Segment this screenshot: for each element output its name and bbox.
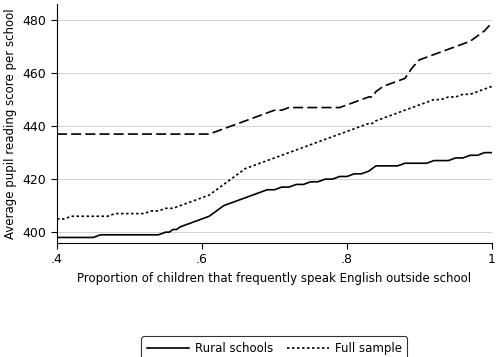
Full sample <box>141 211 147 216</box>
X-axis label: Proportion of children that frequently speak English outside school: Proportion of children that frequently s… <box>78 272 471 285</box>
Rural schools <box>482 151 488 155</box>
Rural schools <box>54 235 60 240</box>
Rural schools <box>489 151 495 155</box>
Y-axis label: Average pupil reading score per school: Average pupil reading score per school <box>4 8 17 239</box>
Urban schools <box>141 132 147 136</box>
Line: Urban schools: Urban schools <box>57 23 492 134</box>
Urban schools <box>170 132 176 136</box>
Full sample <box>482 87 488 91</box>
Line: Full sample: Full sample <box>57 86 492 219</box>
Full sample <box>322 137 328 141</box>
Urban schools <box>54 132 60 136</box>
Full sample <box>90 214 96 218</box>
Urban schools <box>482 29 488 33</box>
Rural schools <box>264 187 270 192</box>
Rural schools <box>336 174 342 178</box>
Full sample <box>170 206 176 210</box>
Legend: Rural schools, Urban schools, Full sample: Rural schools, Urban schools, Full sampl… <box>142 336 408 357</box>
Urban schools <box>322 105 328 110</box>
Urban schools <box>431 52 437 57</box>
Rural schools <box>330 177 336 181</box>
Full sample <box>54 217 60 221</box>
Full sample <box>489 84 495 89</box>
Rural schools <box>228 201 234 205</box>
Urban schools <box>90 132 96 136</box>
Rural schools <box>293 182 299 187</box>
Full sample <box>431 97 437 102</box>
Line: Rural schools: Rural schools <box>57 153 492 237</box>
Rural schools <box>112 233 118 237</box>
Urban schools <box>489 21 495 25</box>
